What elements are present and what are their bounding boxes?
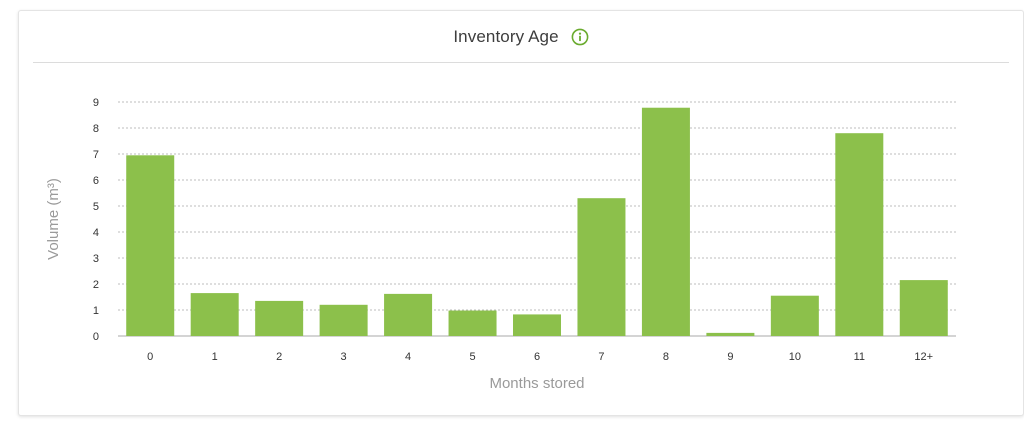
bar[interactable] <box>319 304 368 336</box>
y-axis-title: Volume (m³) <box>45 178 62 260</box>
bar[interactable] <box>835 133 884 336</box>
bar[interactable] <box>770 295 819 336</box>
card-title: Inventory Age <box>453 27 559 46</box>
y-tick-label: 9 <box>93 97 99 109</box>
bar[interactable] <box>126 155 175 336</box>
y-tick-label: 1 <box>93 305 99 317</box>
x-tick-label: 7 <box>598 351 604 363</box>
y-axis-ticks: 0 1 2 3 4 5 6 7 8 9 <box>93 97 99 343</box>
y-tick-label: 8 <box>93 123 99 135</box>
y-tick-label: 6 <box>93 175 99 187</box>
x-tick-label: 5 <box>469 351 475 363</box>
x-tick-label: 9 <box>727 351 733 363</box>
bar[interactable] <box>899 280 948 336</box>
y-tick-label: 5 <box>93 201 99 213</box>
x-tick-label: 4 <box>405 351 411 363</box>
y-tick-label: 4 <box>93 227 99 239</box>
bars <box>126 107 948 336</box>
x-tick-label: 0 <box>147 351 153 363</box>
header-divider <box>33 62 1009 63</box>
x-tick-label: 3 <box>341 351 347 363</box>
card-header: Inventory Age <box>19 11 1023 63</box>
x-tick-label: 6 <box>534 351 540 363</box>
x-tick-label: 1 <box>212 351 218 363</box>
y-tick-label: 3 <box>93 253 99 265</box>
y-tick-label: 0 <box>93 331 99 343</box>
y-tick-label: 7 <box>93 149 99 161</box>
bar[interactable] <box>641 107 690 336</box>
bar[interactable] <box>384 293 433 336</box>
bar[interactable] <box>577 198 626 336</box>
x-tick-label: 11 <box>854 351 865 363</box>
bar[interactable] <box>448 310 497 336</box>
x-tick-label: 8 <box>663 351 669 363</box>
x-tick-label: 2 <box>276 351 282 363</box>
x-axis-title: Months stored <box>489 375 584 392</box>
grid-lines <box>118 101 956 337</box>
bar[interactable] <box>190 293 239 336</box>
bar[interactable] <box>255 300 304 336</box>
x-tick-label: 10 <box>789 351 801 363</box>
x-tick-label: 12+ <box>914 351 933 363</box>
bar[interactable] <box>513 314 561 336</box>
bar[interactable] <box>706 332 755 336</box>
info-circle-icon[interactable] <box>571 28 589 46</box>
y-tick-label: 2 <box>93 279 99 291</box>
x-axis-ticks: 0 1 2 3 4 5 6 7 8 9 10 11 12+ <box>147 351 933 363</box>
